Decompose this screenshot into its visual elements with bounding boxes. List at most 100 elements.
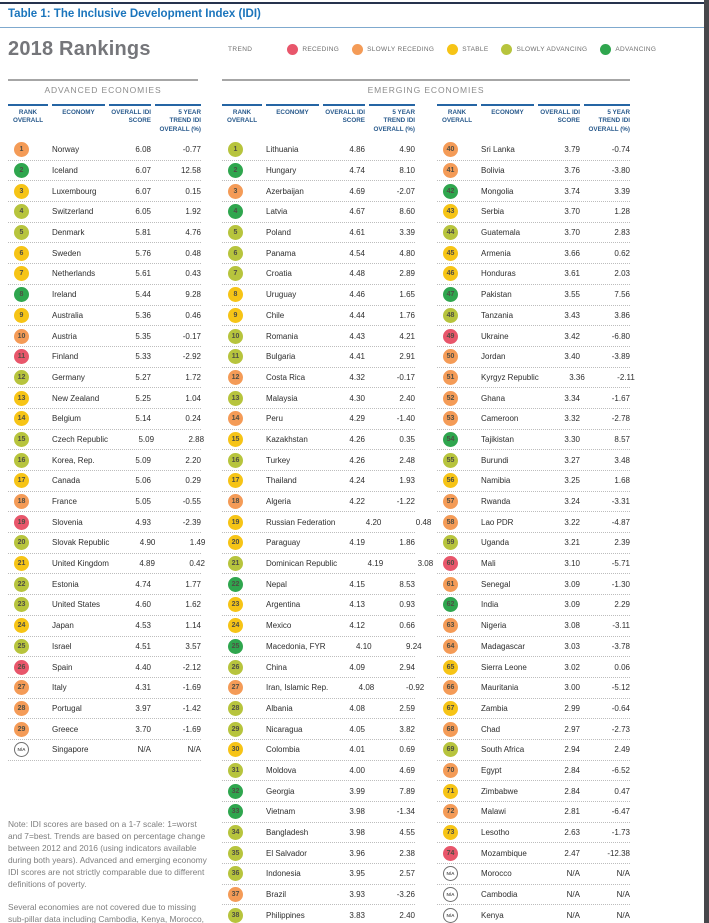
economy-name: Mali [481, 559, 496, 569]
column-header: OVERALL IDI SCORE [109, 104, 151, 140]
table-row: 69 South Africa 2.94 2.49 [437, 740, 630, 761]
trend-value: 0.93 [399, 600, 415, 610]
rank-cell: 5 [8, 225, 48, 241]
idi-score: 5.27 [135, 372, 151, 382]
economy-name: Peru [266, 414, 283, 424]
idi-score: 5.81 [135, 228, 151, 238]
trend-value: 0.48 [185, 248, 201, 258]
table-row: 59 Uganda 3.21 2.39 [437, 533, 630, 554]
rank-cell: 11 [222, 349, 262, 365]
trend-value: -1.34 [396, 807, 415, 817]
rank-badge: N/A [443, 866, 458, 882]
rank-cell: 72 [437, 804, 477, 820]
idi-score: 3.24 [564, 497, 580, 507]
trend-value: 2.88 [188, 434, 205, 444]
rank-badge: 26 [14, 659, 29, 675]
trend-value: -1.42 [182, 703, 201, 713]
table-row: 13 Malaysia 4.30 2.40 [222, 388, 415, 409]
idi-score: 3.70 [135, 724, 151, 734]
economy-name: Egypt [481, 765, 502, 775]
table-row: 12 Costa Rica 4.32 -0.17 [222, 368, 415, 389]
rank-cell: 23 [222, 597, 262, 613]
trend-value: 2.40 [399, 910, 415, 920]
trend-value: 1.92 [185, 207, 201, 217]
trend-value: 8.53 [399, 579, 415, 589]
column-header: OVERALL IDI SCORE [538, 104, 580, 140]
rank-cell: 66 [437, 680, 477, 696]
table-row: N/A Cambodia N/A N/A [437, 885, 630, 906]
idi-score: 4.09 [349, 662, 365, 672]
table-row: 66 Mauritania 3.00 -5.12 [437, 678, 630, 699]
table-row: 19 Russian Federation 4.20 0.48 [222, 512, 431, 534]
rank-badge: 23 [228, 597, 243, 613]
economy-name: United Kingdom [52, 559, 109, 569]
economy-name: Honduras [481, 269, 516, 279]
idi-score: 4.44 [349, 310, 365, 320]
trend-value: 2.83 [614, 228, 630, 238]
rank-badge: 28 [228, 700, 243, 716]
rank-cell: 55 [437, 452, 477, 468]
table-row: 6 Sweden 5.76 0.48 [8, 243, 201, 265]
trend-value: -6.80 [611, 331, 630, 341]
rank-badge: 70 [443, 762, 458, 778]
rank-cell: 13 [222, 390, 262, 406]
rank-badge: 34 [228, 825, 243, 841]
economy-name: Finland [52, 352, 79, 362]
rank-badge: 14 [228, 411, 243, 427]
table-row: 47 Pakistan 3.55 7.56 [437, 285, 630, 306]
rank-badge: 30 [228, 742, 243, 758]
idi-score: 2.47 [564, 848, 580, 858]
rank-cell: 29 [222, 721, 262, 737]
title-rule [0, 27, 704, 28]
rank-badge: 58 [443, 514, 458, 530]
rank-badge: 48 [443, 307, 458, 323]
table-row: 7 Croatia 4.48 2.89 [222, 264, 415, 285]
economy-name: Jordan [481, 352, 506, 362]
idi-score: 4.90 [139, 538, 156, 548]
rank-cell: 6 [222, 245, 262, 261]
rank-badge: 61 [443, 576, 458, 592]
rank-badge: 7 [14, 266, 29, 282]
table-row: 23 United States 4.60 1.62 [8, 595, 201, 616]
economy-name: Madagascar [481, 641, 526, 651]
rank-badge: 69 [443, 742, 458, 758]
table-row: 11 Finland 5.33 -2.92 [8, 347, 201, 368]
trend-value: 4.21 [399, 331, 415, 341]
rankings-heading: 2018 Rankings [8, 38, 151, 60]
trend-value: 4.55 [399, 828, 415, 838]
trend-value: 1.62 [185, 600, 201, 610]
economy-name: Bolivia [481, 166, 505, 176]
rank-cell: 14 [222, 411, 262, 427]
economy-name: Iceland [52, 166, 78, 176]
rank-cell: 17 [8, 473, 48, 489]
economy-name: Costa Rica [266, 372, 306, 382]
rank-badge: 12 [228, 369, 243, 385]
trend-value: -3.26 [396, 890, 415, 900]
table-row: 50 Jordan 3.40 -3.89 [437, 347, 630, 368]
idi-score: 4.19 [367, 559, 384, 569]
rank-badge: 11 [14, 349, 29, 365]
rank-cell: 25 [8, 638, 48, 654]
rank-cell: 33 [222, 804, 262, 820]
table-row: 34 Bangladesh 3.98 4.55 [222, 823, 415, 844]
trend-dot-icon [447, 44, 459, 55]
idi-score: 4.01 [349, 745, 365, 755]
trend-value: 2.40 [399, 393, 415, 403]
rank-badge: 50 [443, 349, 458, 365]
idi-score: 4.08 [349, 703, 365, 713]
idi-score: 2.99 [564, 703, 580, 713]
idi-score: 4.41 [349, 352, 365, 362]
economy-name: Ukraine [481, 331, 509, 341]
economy-name: Slovenia [52, 517, 83, 527]
economy-name: Albania [266, 703, 293, 713]
economy-name: Luxembourg [52, 186, 97, 196]
trend-dot-icon [287, 44, 299, 55]
rank-cell: 24 [8, 618, 48, 634]
rank-cell: 16 [222, 452, 262, 468]
table-row: 3 Azerbaijan 4.69 -2.07 [222, 181, 415, 203]
economy-name: Moldova [266, 765, 297, 775]
trend-value: N/A [616, 890, 630, 900]
economy-name: Chad [481, 724, 501, 734]
rank-badge: 14 [14, 411, 29, 427]
trend-value: -2.73 [611, 724, 630, 734]
